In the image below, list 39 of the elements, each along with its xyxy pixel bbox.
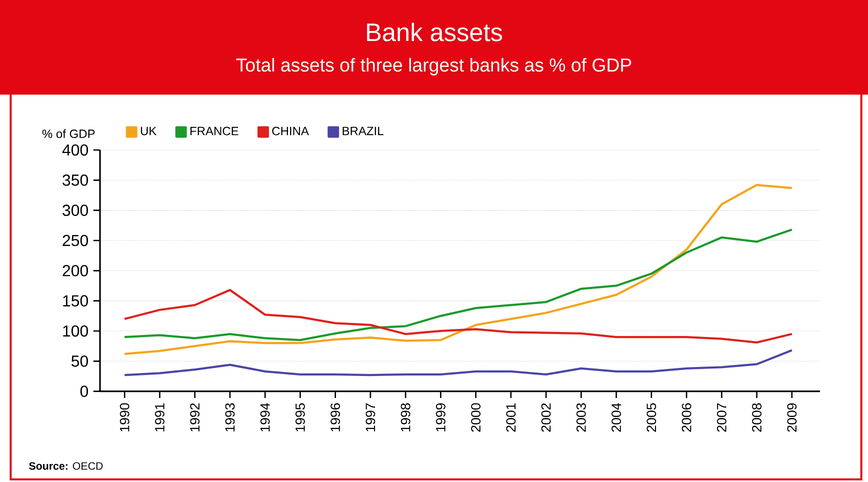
x-tick-label: 2006 (682, 403, 692, 432)
x-tick-label: 1998 (400, 403, 410, 432)
x-tick-label: 2000 (471, 403, 481, 432)
x-tick-label: 2002 (541, 403, 551, 432)
legend-label: FRANCE (190, 126, 238, 136)
x-tick-label: 2009 (787, 403, 797, 432)
line-series (124, 349, 793, 376)
chart-title: Bank assets (367, 22, 502, 42)
x-tick-label: 2001 (506, 403, 516, 432)
x-tick-label: 2003 (576, 403, 586, 432)
legend-label: BRAZIL (342, 126, 384, 136)
y-tick-label: 0 (80, 386, 88, 397)
x-tick-label: 1994 (260, 403, 270, 432)
y-tick-label: 150 (63, 295, 88, 306)
x-tick-label: 1999 (436, 403, 446, 432)
x-tick-label: 1991 (155, 403, 164, 432)
legend-label: CHINA (272, 126, 309, 136)
x-tick-label: 1993 (225, 403, 235, 432)
x-tick-label: 1995 (295, 403, 305, 432)
line-series (124, 228, 793, 342)
y-tick-label: 400 (62, 144, 88, 156)
text: Source: OECD (29, 462, 103, 470)
x-tick-label: 1992 (190, 403, 200, 432)
x-tick-label: 2008 (752, 403, 762, 432)
x-tick-label: 1990 (120, 403, 130, 432)
x-tick-label: 2005 (646, 403, 656, 432)
y-tick-label: 300 (62, 204, 88, 216)
y-tick-label: 350 (62, 174, 88, 186)
y-tick-label: 200 (62, 265, 88, 276)
y-tick-label: 100 (63, 325, 88, 337)
x-tick-label: 2007 (716, 403, 726, 432)
y-tick-label: 250 (62, 234, 88, 246)
y-axis-title: % of GDP (42, 129, 95, 138)
x-tick-label: 1996 (330, 403, 340, 432)
chart-subtitle: Total assets of three largest banks as % of GDP (236, 58, 632, 76)
x-tick-label: 1997 (366, 403, 376, 432)
y-tick-label: 50 (71, 355, 88, 367)
legend-label: UK (140, 126, 157, 136)
x-tick-label: 2004 (612, 403, 622, 432)
